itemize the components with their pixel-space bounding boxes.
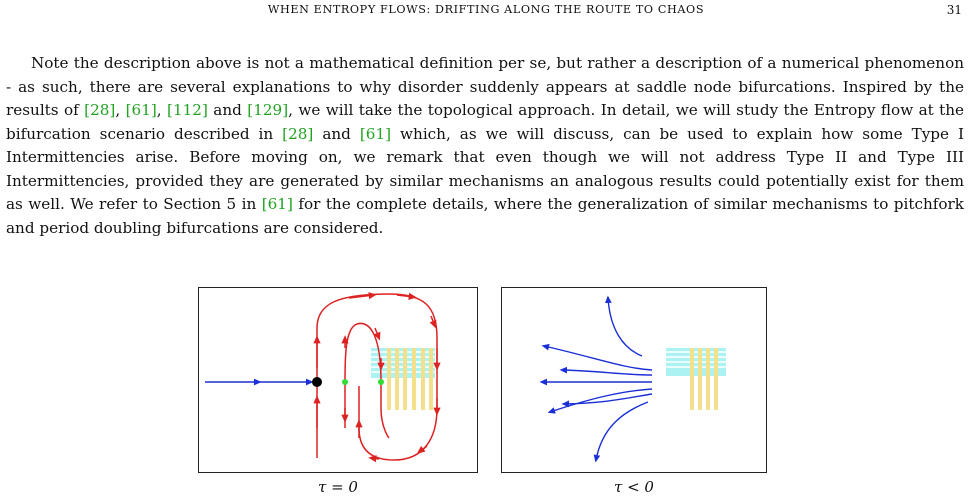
green-point-left: [342, 379, 348, 385]
citation-link[interactable]: [112]: [167, 101, 208, 119]
green-point-right: [378, 379, 384, 385]
paragraph-text: Note the description above is not a math…: [6, 54, 964, 119]
citation-link[interactable]: [28]: [84, 101, 116, 119]
paragraph-text: ,: [156, 101, 168, 119]
caption-tau-negative: τ < 0: [614, 478, 654, 496]
yellow-stripes-right: [690, 348, 718, 410]
running-header: WHEN ENTROPY FLOWS: DRIFTING ALONG THE R…: [0, 3, 972, 23]
citation-link[interactable]: [61]: [261, 195, 293, 213]
blue-flow-lines: [539, 295, 653, 463]
paragraph-text: and: [313, 124, 360, 143]
citation-link[interactable]: [61]: [125, 101, 157, 119]
citation-link[interactable]: [61]: [359, 124, 392, 143]
phase-portrait-tau-negative: [538, 295, 760, 463]
citation-link[interactable]: [129]: [247, 101, 289, 119]
paragraph-text: ,: [115, 101, 126, 119]
yellow-stripes: [387, 348, 433, 410]
paragraph-text: and: [207, 101, 248, 119]
paragraph-text: for the complete details, where the gene…: [6, 195, 964, 237]
running-title: WHEN ENTROPY FLOWS: DRIFTING ALONG THE R…: [267, 3, 705, 16]
body-paragraph-container: Note the description above is not a math…: [6, 52, 964, 240]
citation-link[interactable]: [28]: [282, 124, 314, 143]
figure-panel-tau-zero: [198, 287, 478, 473]
page-number: 31: [946, 3, 962, 17]
phase-portrait-tau-zero: [203, 292, 475, 463]
body-paragraph: Note the description above is not a math…: [6, 52, 964, 240]
paragraph-text: , we will take the topological approach.…: [6, 101, 965, 143]
paragraph-text: which, as we will discuss, can be used t…: [6, 124, 964, 214]
caption-tau-zero: τ = 0: [318, 478, 358, 496]
saddle-node-point: [312, 377, 322, 387]
figure-panel-tau-negative: [501, 287, 767, 473]
